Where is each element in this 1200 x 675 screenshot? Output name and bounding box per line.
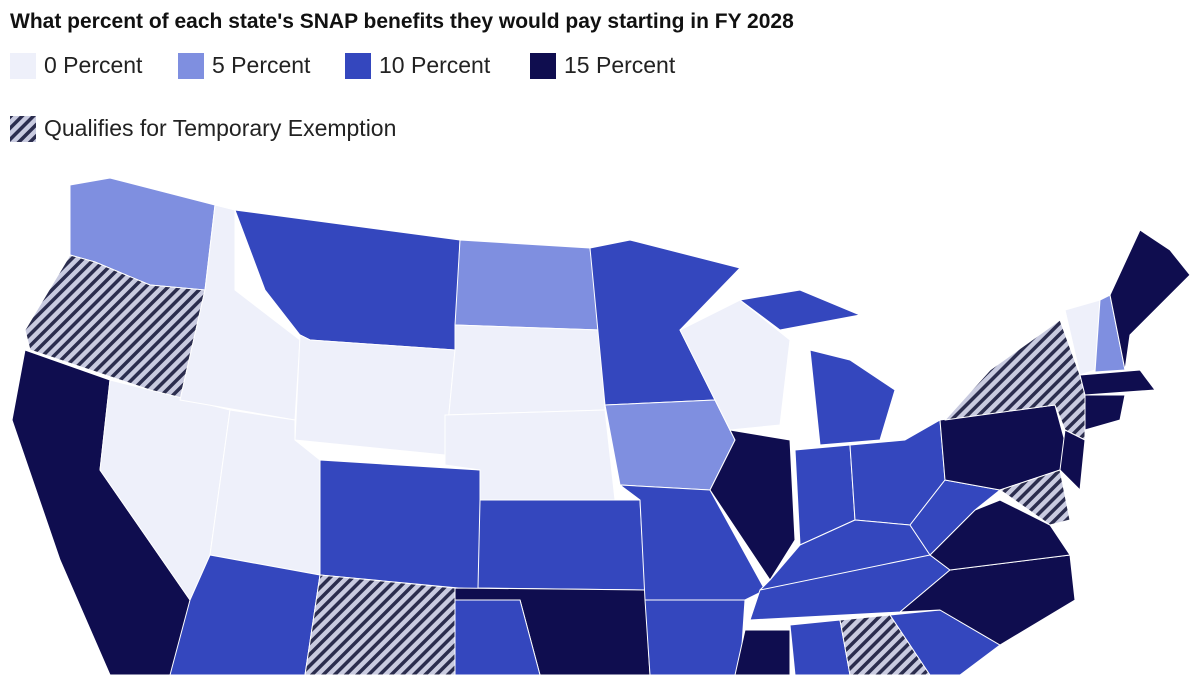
- exemption-label: Qualifies for Temporary Exemption: [44, 115, 396, 141]
- legend-swatch: [530, 53, 556, 79]
- legend-label: 0 Percent: [44, 52, 143, 78]
- legend-swatch: [10, 53, 36, 79]
- state: [1084, 394, 1126, 431]
- legend-label: 5 Percent: [212, 52, 311, 78]
- state: [1109, 229, 1191, 371]
- state: [739, 289, 861, 331]
- state: [454, 599, 541, 675]
- state: [999, 469, 1071, 526]
- state: [1059, 429, 1086, 491]
- exemption-swatch: [10, 116, 36, 142]
- state: [809, 349, 896, 446]
- state: [789, 619, 851, 675]
- state: [839, 614, 931, 675]
- legend-label: 15 Percent: [564, 52, 676, 78]
- legend: 0 Percent 5 Percent 10 Percent 15 Percent: [10, 52, 676, 79]
- state: [319, 459, 481, 591]
- map: [11, 177, 1191, 675]
- state: [294, 334, 456, 456]
- state: [734, 629, 791, 675]
- legend-swatch: [345, 53, 371, 79]
- state: [644, 599, 746, 675]
- state: [304, 574, 456, 675]
- legend-swatch: [178, 53, 204, 79]
- chart-title: What percent of each state's SNAP benefi…: [10, 10, 794, 33]
- state: [909, 479, 1001, 556]
- legend-label: 10 Percent: [379, 52, 491, 78]
- state: [604, 399, 736, 491]
- state: [1079, 369, 1156, 396]
- state: [454, 239, 601, 331]
- state: [477, 499, 646, 591]
- state: [169, 554, 321, 675]
